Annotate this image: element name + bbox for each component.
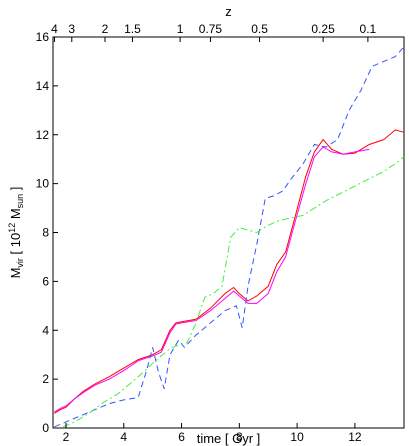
x-tick-label: 8 — [236, 430, 243, 444]
y-label-sup: 12 — [7, 223, 17, 233]
top-tick-label: 1.5 — [124, 22, 141, 36]
y-tick-label: 8 — [42, 226, 49, 240]
top-tick-label: 3 — [68, 22, 75, 36]
top-tick-label: 4 — [51, 22, 58, 36]
y-tick-label: 4 — [42, 323, 49, 337]
top-tick-label: 0.5 — [251, 22, 268, 36]
x-axis-label: time [ Gyr ] — [197, 431, 261, 446]
y-tick-label: 0 — [42, 421, 49, 435]
y-tick-label: 12 — [36, 128, 50, 142]
top-tick-label: 0.75 — [199, 22, 223, 36]
series-layer — [54, 46, 405, 428]
x-tick-label: 10 — [290, 430, 304, 444]
y-label-mid: [ 10 — [8, 233, 23, 258]
y-tick-label: 2 — [42, 372, 49, 386]
x-tick-label: 2 — [63, 430, 70, 444]
y-label-end: ] — [8, 187, 23, 194]
y-label-sub: vir — [15, 258, 25, 268]
y-label-main: M — [8, 268, 23, 279]
y-axis-label: Mvir [ 1012 Msun ] — [7, 187, 25, 279]
series-line-3 — [54, 46, 405, 428]
top-axis-label: z — [225, 4, 232, 19]
x-tick-label: 12 — [348, 430, 362, 444]
top-tick-label: 1 — [177, 22, 184, 36]
y-tick-label: 10 — [36, 177, 50, 191]
series-line-2 — [54, 146, 370, 413]
y-tick-label: 14 — [36, 79, 50, 93]
y-tick-label: 16 — [36, 30, 50, 44]
y-label-mid2: M — [8, 208, 23, 222]
top-tick-label: 0.25 — [311, 22, 335, 36]
top-tick-label: 0.1 — [360, 22, 377, 36]
y-label-sub2: sun — [15, 194, 25, 209]
top-tick-label: 2 — [102, 22, 109, 36]
y-tick-label: 6 — [42, 274, 49, 288]
series-line-4 — [62, 156, 405, 428]
series-line-1 — [54, 129, 405, 414]
plot-frame — [52, 36, 405, 429]
x-tick-label: 4 — [120, 430, 127, 444]
x-tick-label: 6 — [178, 430, 185, 444]
